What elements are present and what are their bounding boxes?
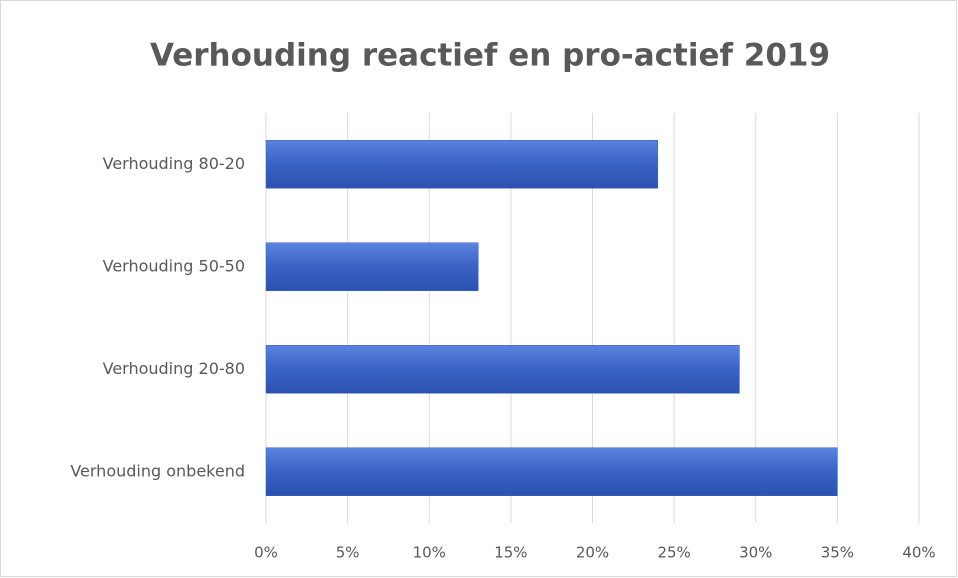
x-tick-label: 35%	[821, 544, 854, 562]
x-tick-label: 25%	[657, 544, 690, 562]
x-tick-label: 10%	[413, 544, 446, 562]
bar	[265, 345, 740, 394]
x-tick-label: 40%	[902, 544, 935, 562]
x-tick-label: 5%	[336, 544, 360, 562]
y-tick-label: Verhouding 80-20	[103, 154, 245, 173]
bar	[265, 140, 659, 189]
bar	[265, 242, 479, 291]
x-tick-label: 30%	[739, 544, 772, 562]
bar	[265, 447, 838, 496]
y-tick-label: Verhouding 20-80	[103, 359, 245, 378]
y-tick-label: Verhouding 50-50	[103, 256, 245, 275]
y-tick-label: Verhouding onbekend	[70, 461, 245, 480]
x-tick-label: 15%	[494, 544, 527, 562]
x-tick-label: 20%	[576, 544, 609, 562]
x-tick-label: 0%	[254, 544, 278, 562]
chart-title: Verhouding reactief en pro-actief 2019	[150, 38, 830, 74]
